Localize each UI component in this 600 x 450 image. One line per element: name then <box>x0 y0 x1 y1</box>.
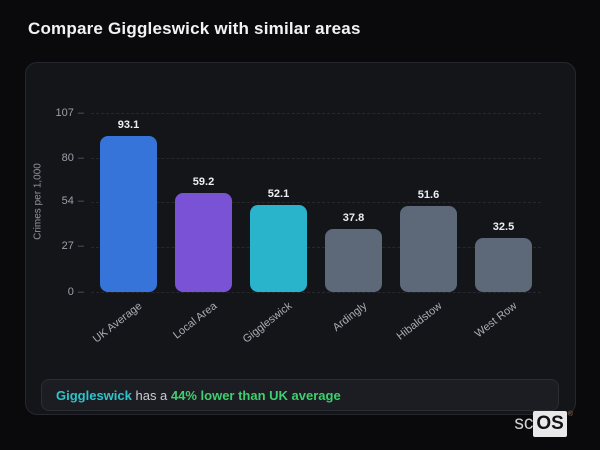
bar-ardingly <box>325 228 382 292</box>
gridline <box>91 246 541 248</box>
gridline <box>91 292 541 293</box>
bar-hibaldstow <box>400 205 457 292</box>
gridline <box>91 113 541 114</box>
bar-value-label: 59.2 <box>192 175 215 188</box>
bar-value-label: 93.1 <box>117 119 140 132</box>
bar-value-label: 52.1 <box>267 187 290 200</box>
x-tick-label: Local Area <box>170 300 219 342</box>
y-tick-label: 0– <box>67 285 84 298</box>
chart-card: Crimes per 1,000 107– 80– 54– 27– 0– 93.1 UK … <box>25 62 576 415</box>
y-tick-label: 80– <box>61 151 84 164</box>
y-axis-title: Crimes per 1,000 <box>32 163 44 240</box>
bar-value-label: 32.5 <box>492 220 515 233</box>
bar-value-label: 37.8 <box>342 211 365 224</box>
gridline <box>91 158 541 160</box>
scos-logo-prefix: sc <box>514 413 534 434</box>
bar-value-label: 51.6 <box>417 188 440 201</box>
x-tick-label: Hibaldstow <box>394 300 444 343</box>
bar-uk-average <box>100 136 157 292</box>
scos-logo[interactable]: sc OS ® <box>514 411 573 437</box>
x-tick-label: West Row <box>472 300 519 341</box>
x-tick-label: Giggleswick <box>240 300 294 346</box>
bar-giggleswick <box>250 204 307 292</box>
note-highlight: 44% lower than UK average <box>170 387 341 403</box>
note-area-name: Giggleswick <box>56 387 132 403</box>
x-tick-label: UK Average <box>90 300 144 346</box>
bar-local-area <box>175 192 232 292</box>
y-tick-label: 54– <box>61 195 84 208</box>
note-connector: has a <box>131 387 171 403</box>
y-tick-label: 107– <box>55 106 84 119</box>
plot-area: 93.1 UK Average 59.2 Local Area 52.1 Gigglesw… <box>90 113 541 346</box>
bar-west-row <box>475 237 532 292</box>
gridline <box>91 201 541 203</box>
scos-logo-suffix: OS <box>533 411 567 437</box>
y-tick-label: 27– <box>61 240 84 253</box>
page-title: Compare Giggleswick with similar areas <box>28 19 361 38</box>
comparison-note: Giggleswick has a 44% lower than UK aver… <box>41 379 559 411</box>
registered-trademark-icon: ® <box>567 411 573 418</box>
x-tick-label: Ardingly <box>330 300 369 334</box>
